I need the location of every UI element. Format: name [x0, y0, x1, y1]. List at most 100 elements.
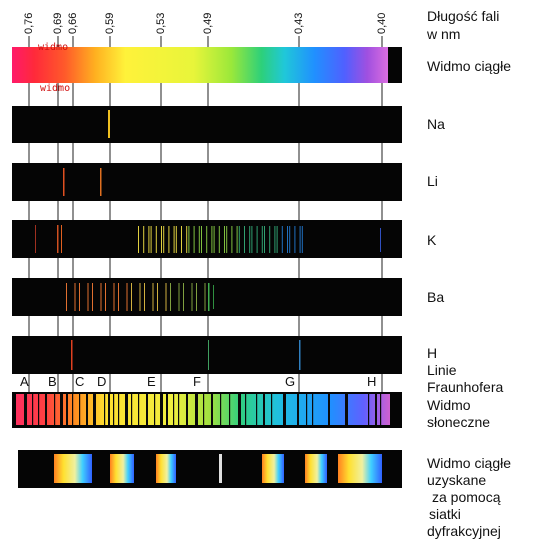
solar-dark-line [104, 394, 105, 425]
solar-dark-line [203, 394, 204, 425]
label-grating-2: uzyskane [427, 472, 486, 489]
wavelength-tick-7: 0,40 [376, 13, 388, 34]
ba-line [183, 283, 184, 311]
label-grating-4: siatki [429, 506, 461, 523]
solar-dark-line [238, 394, 241, 425]
k-band-line [194, 226, 195, 253]
solar-dark-line [60, 394, 63, 425]
solar-dark-line [229, 394, 230, 425]
solar-dark-line [375, 394, 377, 425]
grating-order-5 [338, 454, 382, 483]
k-band-line [226, 226, 227, 253]
k-line [57, 225, 59, 253]
solar-dark-line [118, 394, 119, 425]
k-band-line [300, 226, 301, 253]
k-band-line [186, 226, 187, 253]
ba-line [179, 283, 180, 311]
label-solar-1: Widmo [427, 397, 471, 414]
wavelength-title-1: Długość fali [427, 8, 499, 25]
solar-dark-line [131, 394, 132, 425]
solar-dark-line [32, 394, 33, 425]
solar-dark-line [160, 394, 163, 425]
li-line-1 [63, 168, 65, 196]
label-fraunhofer-1: Linie [427, 362, 457, 379]
solar-dark-line [108, 394, 110, 425]
ba-line [114, 283, 115, 311]
k-band-line [237, 226, 238, 253]
ba-line [131, 283, 132, 311]
solar-dark-line [245, 394, 246, 425]
k-band-line [176, 226, 177, 253]
solar-dark-line [166, 394, 168, 425]
ba-line [88, 283, 89, 311]
wavelength-tick-1: 0,69 [52, 13, 64, 34]
wavelength-title-2: w nm [427, 26, 460, 43]
grating-order-2 [156, 454, 176, 483]
fraunhofer-letter-F: F [193, 374, 201, 389]
solar-dark-line [86, 394, 88, 425]
k-band-line [143, 226, 144, 253]
solar-dark-line [328, 394, 330, 425]
continuous-spectrum-strip [12, 47, 390, 83]
overlay-text-top: widmo [38, 42, 68, 53]
label-continuous: Widmo ciągłe [427, 58, 511, 75]
k-band-line [188, 226, 189, 253]
na-line [108, 110, 110, 138]
label-grating-1: Widmo ciągłe [427, 455, 511, 472]
ba-line [92, 283, 93, 311]
fraunhofer-letter-E: E [147, 374, 156, 389]
solar-dark-line [93, 394, 96, 425]
label-ba: Ba [427, 289, 444, 306]
solar-dark-line [271, 394, 272, 425]
label-li: Li [427, 173, 438, 190]
fraunhofer-letter-G: G [285, 374, 295, 389]
solar-dark-line [186, 394, 188, 425]
fraunhofer-letter-B: B [48, 374, 57, 389]
solar-dark-line [263, 394, 265, 425]
label-grating-5: dyfrakcyjnej [427, 523, 501, 540]
label-na: Na [427, 116, 445, 133]
strip-end [388, 47, 402, 83]
k-band-line [249, 226, 250, 253]
ba-line [127, 283, 128, 311]
solar-dark-line [113, 394, 114, 425]
k-band-line [294, 226, 295, 253]
ba-line [144, 283, 145, 311]
solar-dark-line [178, 394, 179, 425]
k-band-line [168, 226, 169, 253]
k-band-line [201, 226, 202, 253]
k-band-line [231, 226, 232, 253]
solar-dark-line [66, 394, 68, 425]
label-solar-2: słoneczne [427, 414, 490, 431]
label-h: H [427, 345, 437, 362]
h-line-gamma [299, 340, 301, 370]
k-band-line [219, 226, 220, 253]
k-band-line [163, 226, 164, 253]
k-band-line [239, 226, 240, 253]
li-line-2 [100, 168, 102, 196]
ba-line [118, 283, 119, 311]
grating-order-4 [305, 454, 327, 483]
ba-line [205, 283, 206, 311]
k-line [35, 225, 36, 253]
ba-line [192, 283, 193, 311]
solar-dark-line [283, 394, 286, 425]
grating-order-0 [54, 454, 92, 483]
label-grating-3: za pomocą [432, 489, 500, 506]
ba-line [166, 283, 167, 311]
solar-dark-line [312, 394, 313, 425]
k-band-line [156, 226, 157, 253]
solar-dark-line [146, 394, 148, 425]
solar-dark-line [380, 394, 381, 425]
solar-dark-line [24, 394, 27, 425]
k-band-line [287, 226, 288, 253]
solar-dark-line [368, 394, 369, 425]
k-band-line [211, 226, 212, 253]
solar-dark-line [211, 394, 213, 425]
k-band-line [277, 226, 278, 253]
ba-line [105, 283, 106, 311]
grating-zero-order [219, 454, 222, 483]
wavelength-tick-6: 0,43 [293, 13, 305, 34]
k-band-line [206, 226, 207, 253]
k-band-line [251, 226, 252, 253]
